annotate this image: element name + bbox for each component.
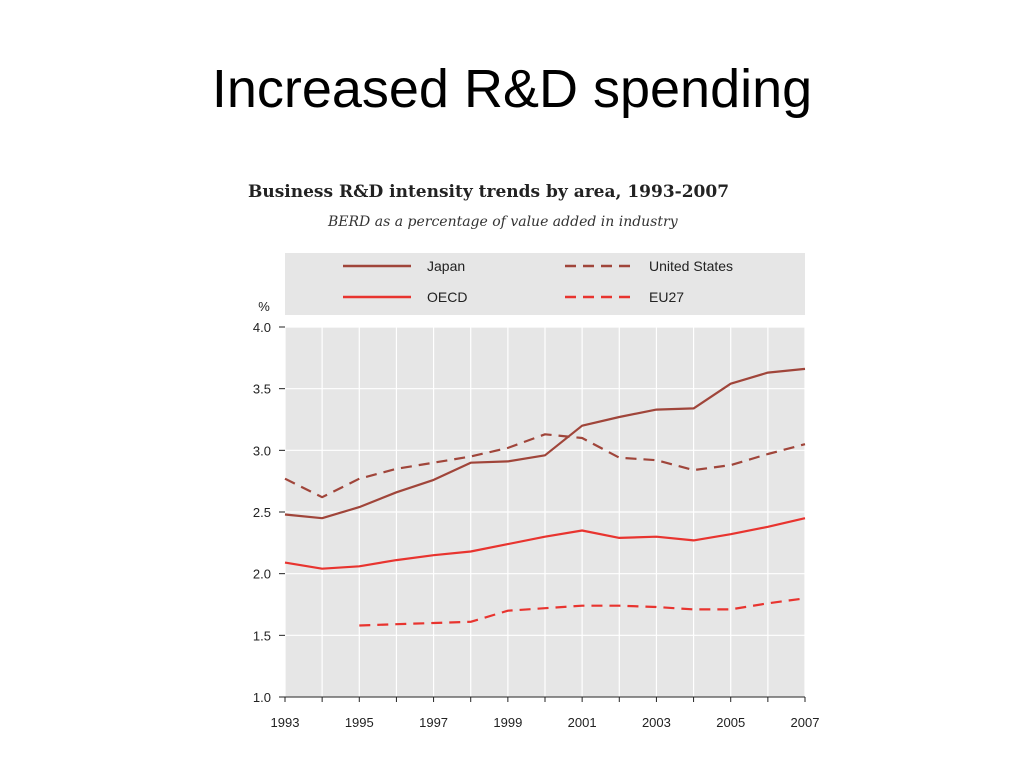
y-tick-label: 2.0: [253, 567, 271, 582]
series-line-japan: [284, 367, 806, 520]
series-line-united-states: [284, 433, 806, 499]
x-tick-label: 2005: [716, 715, 745, 730]
chart-subtitle: BERD as a percentage of value added in i…: [328, 214, 678, 230]
y-tick-label: 3.0: [253, 443, 271, 458]
series-line-eu27: [359, 597, 806, 627]
y-tick-label: 1.5: [253, 628, 271, 643]
x-tick-label: 2001: [568, 715, 597, 730]
x-tick-label: 1999: [493, 715, 522, 730]
legend-label: Japan: [427, 258, 465, 274]
legend-box: [285, 253, 805, 315]
x-tick-label: 1995: [345, 715, 374, 730]
legend-label: EU27: [649, 289, 684, 305]
y-tick-label: 2.5: [253, 505, 271, 520]
series-line-oecd: [284, 517, 806, 570]
x-tick-label: 1997: [419, 715, 448, 730]
y-tick-label: 1.0: [253, 690, 271, 705]
y-tick-label: 4.0: [253, 320, 271, 335]
slide-title: Increased R&D spending: [211, 59, 813, 119]
x-tick-label: 2003: [642, 715, 671, 730]
x-tick-label: 1993: [271, 715, 300, 730]
axes: 1.0 1.5 2.0 2.5 3.0 3.5 4.0 1993 1995 1997 1999 200…: [253, 320, 820, 730]
legend-label: United States: [649, 258, 733, 274]
legend: Japan United States OECD EU27: [343, 258, 733, 305]
chart-title: Business R&D intensity trends by area, 1…: [248, 182, 730, 202]
series-lines: [284, 367, 806, 627]
y-tick-label: 3.5: [253, 382, 271, 397]
legend-label: OECD: [427, 289, 467, 305]
x-tick-label: 2007: [791, 715, 820, 730]
y-axis-label: %: [258, 299, 270, 314]
